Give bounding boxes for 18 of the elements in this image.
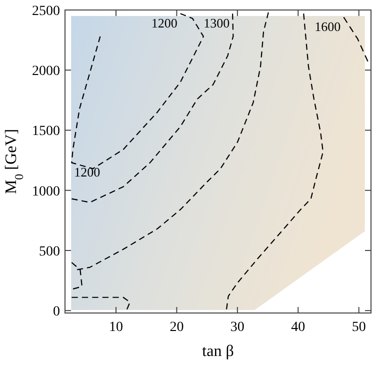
x-tick-label: 30 <box>230 320 244 335</box>
series-label: 1600 <box>314 19 341 34</box>
y-tick-label: 2000 <box>32 64 60 80</box>
y-tick-label: 500 <box>39 244 60 260</box>
y-tick-label: 1000 <box>32 184 60 200</box>
x-axis-title: tan β <box>202 343 234 360</box>
y-tick-label: 0 <box>53 304 60 320</box>
series-label: 1200 <box>74 164 100 180</box>
y-tick-label: 1500 <box>32 124 60 140</box>
line-series <box>71 13 204 170</box>
line-series <box>71 13 234 203</box>
x-tick-label: 20 <box>170 320 184 335</box>
series-label: 1300 <box>204 16 230 31</box>
y-tick-label: 2500 <box>32 4 60 19</box>
annotation: 1200 <box>151 16 178 31</box>
x-tick-label: 10 <box>109 320 123 335</box>
x-tick-label: 50 <box>352 320 366 335</box>
x-tick-label: 40 <box>291 320 306 335</box>
